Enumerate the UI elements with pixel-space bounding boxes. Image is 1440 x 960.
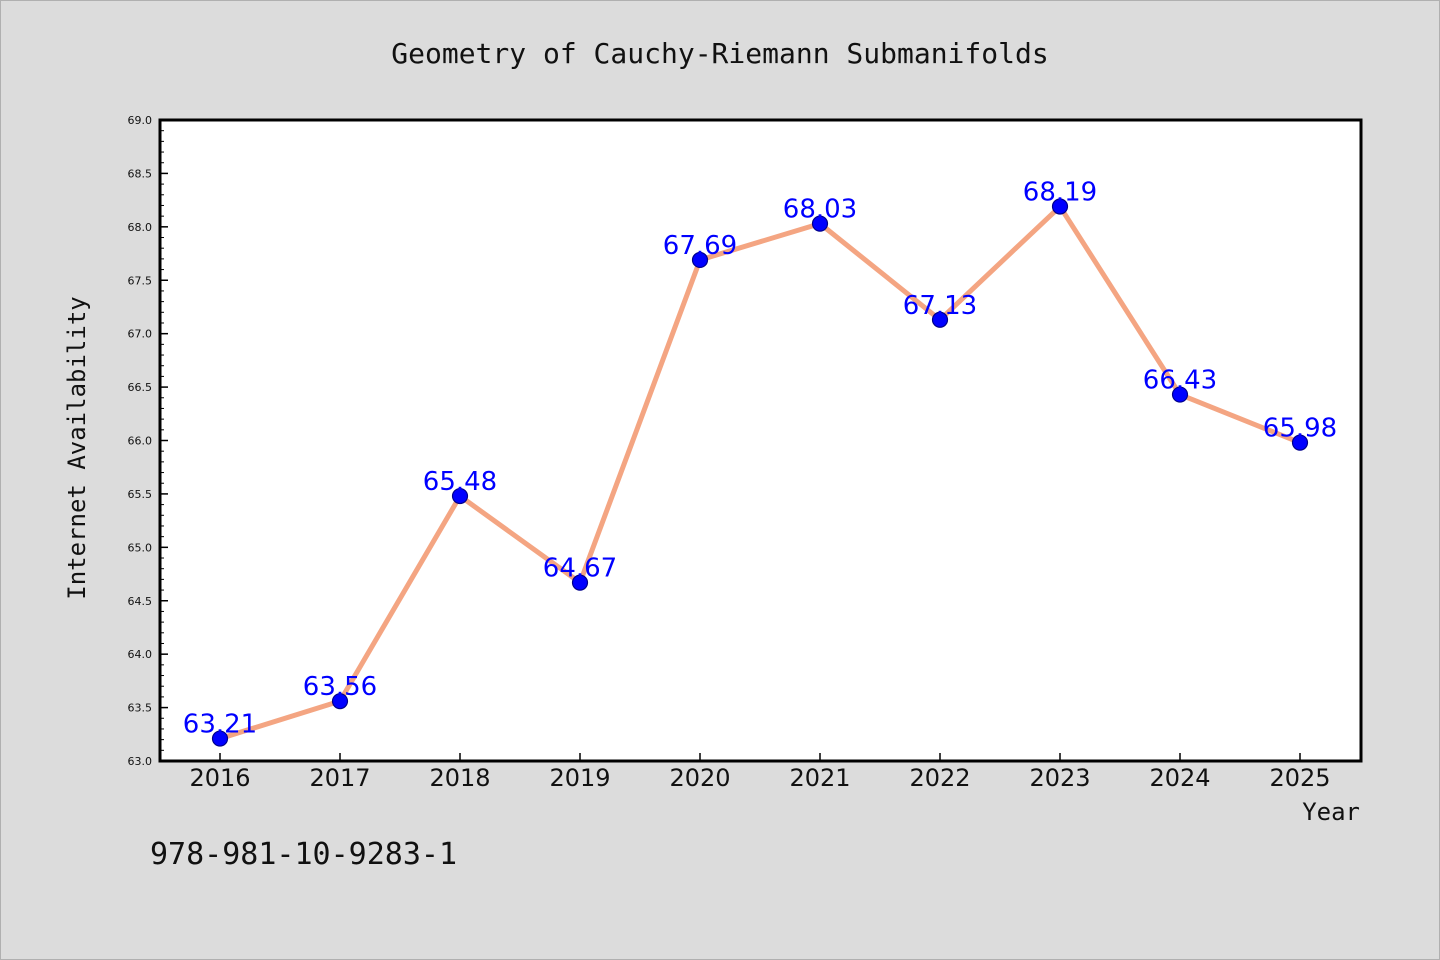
x-tick-label: 2019: [549, 764, 610, 792]
y-tick-label: 67.5: [128, 274, 153, 287]
x-tick-label: 2018: [429, 764, 490, 792]
x-tick-label: 2021: [789, 764, 850, 792]
y-tick-label: 64.0: [128, 648, 153, 661]
data-label: 65.48: [423, 467, 497, 497]
data-point: [931, 311, 949, 328]
data-point: [451, 487, 469, 505]
data-label: 68.03: [783, 195, 857, 225]
y-tick-label: 63.0: [128, 755, 153, 768]
data-point: [571, 574, 589, 591]
y-tick-label: 67.0: [128, 328, 153, 341]
y-tick-label: 66.5: [128, 381, 153, 394]
x-axis: 2016 2017 2018 2019 2020 2021 2022 2023 2024 2025: [189, 753, 1331, 792]
x-tick-label: 2022: [909, 764, 970, 792]
y-tick-label: 65.5: [128, 488, 153, 501]
chart-title: Geometry of Cauchy-Riemann Submanifolds: [391, 37, 1048, 70]
data-label: 63.21: [183, 710, 257, 740]
y-axis-label: Internet Availability: [63, 296, 91, 599]
isbn-text: 978-981-10-9283-1: [150, 837, 457, 872]
data-point: [691, 251, 709, 269]
data-label: 66.43: [1143, 366, 1217, 396]
x-tick-label: 2017: [309, 764, 370, 792]
data-point: [811, 215, 829, 232]
plot-border: [158, 118, 1363, 763]
data-labels: 63.21 63.56 65.48 64.67 67.69 68.03 67.13 68.19…: [183, 178, 1337, 740]
data-label: 67.13: [903, 291, 977, 321]
data-label: 65.98: [1263, 414, 1337, 444]
data-label: 64.67: [543, 554, 617, 584]
x-tick-label: 2025: [1269, 764, 1330, 792]
data-point: [331, 693, 349, 710]
y-tick-label: 64.5: [128, 595, 153, 608]
data-point: [1171, 386, 1189, 403]
x-axis-label: Year: [1302, 798, 1360, 826]
data-point: [1051, 198, 1069, 215]
y-tick-label: 68.5: [128, 167, 153, 180]
y-tick-label: 65.0: [128, 541, 153, 554]
y-axis: 63.0 63.5 64.0 64.5 65.0 65.5 66.0 66.5 67.0 67.5…: [128, 114, 168, 768]
series-markers: [211, 198, 1309, 747]
data-point: [1291, 434, 1309, 451]
x-tick-label: 2023: [1029, 764, 1090, 792]
data-point: [211, 730, 229, 747]
data-label: 68.19: [1023, 178, 1097, 208]
x-tick-label: 2020: [669, 764, 730, 792]
series-line: [219, 204, 1301, 741]
data-label: 63.56: [303, 672, 377, 702]
plot-area: [160, 120, 1361, 761]
y-tick-label: 68.0: [128, 221, 153, 234]
y-tick-label: 69.0: [128, 114, 153, 127]
data-label: 67.69: [663, 231, 737, 261]
y-tick-label: 63.5: [128, 702, 153, 715]
y-tick-label: 66.0: [128, 435, 153, 448]
x-tick-label: 2024: [1149, 764, 1210, 792]
x-tick-label: 2016: [189, 764, 250, 792]
